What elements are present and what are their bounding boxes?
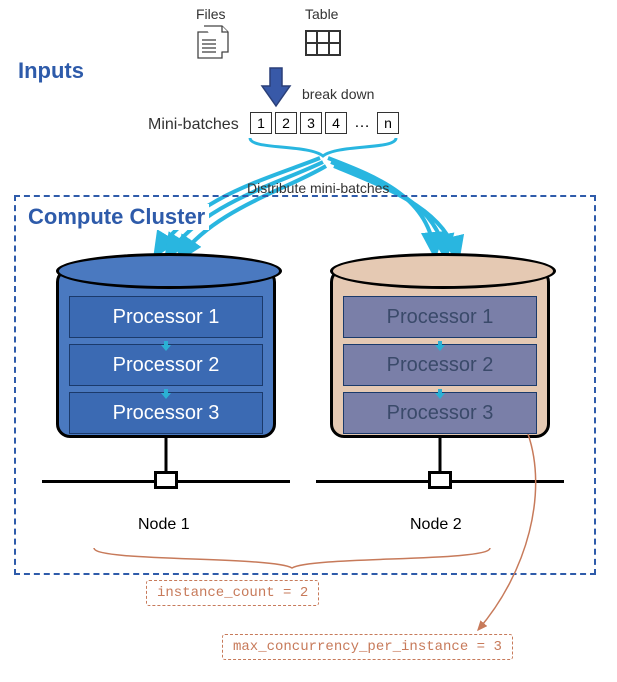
- breakdown-arrow-icon: [258, 66, 294, 115]
- breakdown-label: break down: [302, 86, 374, 102]
- concurrency-arrow-icon: [488, 432, 568, 647]
- batches-row: 1 2 3 4 … n: [250, 112, 399, 134]
- instance-count-config: instance_count = 2: [146, 580, 319, 606]
- batch-1: 1: [250, 112, 272, 134]
- server-2: Processor 1 Processor 2 Processor 3: [330, 268, 550, 438]
- max-concurrency-config: max_concurrency_per_instance = 3: [222, 634, 513, 660]
- table-label: Table: [305, 6, 338, 22]
- node2-label: Node 2: [410, 516, 462, 534]
- server2-arrow1-icon: [433, 338, 447, 356]
- batch-ellipsis: …: [350, 114, 374, 132]
- server-1: Processor 1 Processor 2 Processor 3: [56, 268, 276, 438]
- cluster-label: Compute Cluster: [24, 204, 209, 230]
- batch-4: 4: [325, 112, 347, 134]
- batch-3: 3: [300, 112, 322, 134]
- files-icon: [192, 26, 234, 73]
- node1-label: Node 1: [138, 516, 190, 534]
- distribute-label: Distribute mini-batches: [247, 180, 389, 196]
- server1-proc1: Processor 1: [69, 296, 263, 338]
- files-label: Files: [196, 6, 226, 22]
- table-icon: [305, 30, 341, 56]
- server1-arrow2-icon: [159, 386, 173, 404]
- server2-arrow2-icon: [433, 386, 447, 404]
- server2-proc1: Processor 1: [343, 296, 537, 338]
- minibatches-label: Mini-batches: [148, 116, 239, 134]
- inputs-label: Inputs: [18, 58, 84, 84]
- batch-n: n: [377, 112, 399, 134]
- server1-arrow1-icon: [159, 338, 173, 356]
- batch-2: 2: [275, 112, 297, 134]
- nodes-brace-icon: [92, 546, 492, 577]
